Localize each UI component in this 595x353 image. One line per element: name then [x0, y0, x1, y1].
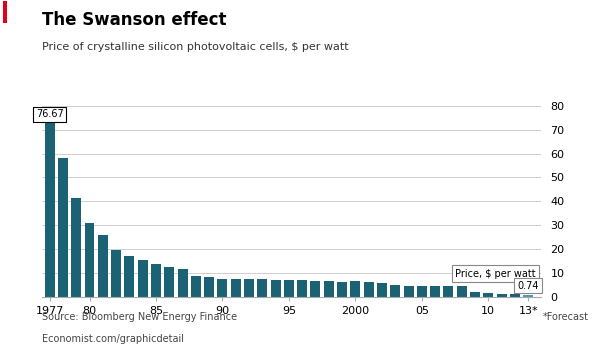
- Bar: [137, 259, 148, 297]
- Bar: [403, 286, 414, 297]
- Bar: [98, 234, 108, 297]
- Bar: [337, 282, 347, 297]
- Bar: [257, 279, 267, 297]
- Bar: [244, 279, 254, 297]
- Bar: [417, 286, 427, 297]
- Bar: [177, 269, 187, 297]
- Bar: [483, 293, 493, 297]
- Bar: [271, 280, 281, 297]
- Bar: [377, 283, 387, 297]
- Bar: [284, 280, 294, 297]
- Text: *Forecast: *Forecast: [543, 312, 589, 322]
- Bar: [430, 286, 440, 297]
- Bar: [204, 277, 214, 297]
- Bar: [497, 294, 506, 297]
- Bar: [84, 223, 95, 297]
- Bar: [111, 250, 121, 297]
- Text: Price of crystalline silicon photovoltaic cells, $ per watt: Price of crystalline silicon photovoltai…: [42, 42, 348, 52]
- Bar: [390, 285, 400, 297]
- Bar: [45, 114, 55, 297]
- Bar: [324, 281, 334, 297]
- Bar: [231, 279, 241, 297]
- Text: The Swanson effect: The Swanson effect: [42, 11, 226, 29]
- Bar: [71, 198, 81, 297]
- Bar: [58, 158, 68, 297]
- Bar: [164, 267, 174, 297]
- Text: Source: Bloomberg New Energy Finance: Source: Bloomberg New Energy Finance: [42, 312, 237, 322]
- Bar: [217, 279, 227, 297]
- Bar: [297, 280, 307, 297]
- Bar: [311, 281, 321, 297]
- Bar: [457, 286, 466, 297]
- Bar: [523, 295, 533, 297]
- Bar: [191, 276, 201, 297]
- Bar: [443, 286, 453, 297]
- Bar: [364, 282, 374, 297]
- Text: Price, $ per watt: Price, $ per watt: [455, 269, 536, 279]
- Bar: [510, 294, 520, 297]
- Text: 0.74: 0.74: [518, 281, 539, 291]
- Text: Economist.com/graphicdetail: Economist.com/graphicdetail: [42, 334, 184, 343]
- Bar: [350, 281, 361, 297]
- Bar: [151, 264, 161, 297]
- Text: 76.67: 76.67: [36, 109, 64, 119]
- Bar: [124, 256, 134, 297]
- Bar: [470, 292, 480, 297]
